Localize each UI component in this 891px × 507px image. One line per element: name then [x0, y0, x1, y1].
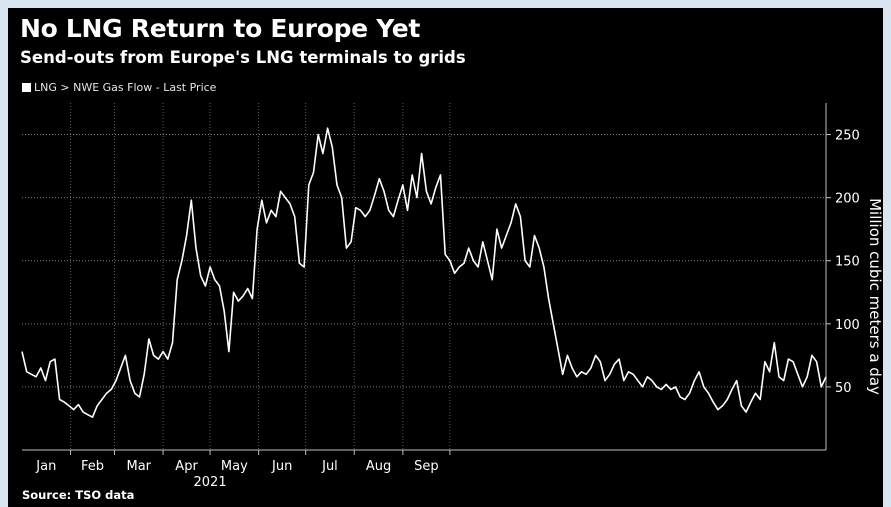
- x-tick-label: Sep: [414, 459, 439, 474]
- series-lines: [21, 127, 827, 419]
- y-tick-label: 150: [835, 255, 860, 270]
- legend[interactable]: LNG > NWE Gas Flow - Last Price: [22, 81, 216, 94]
- y-tick-label: 100: [835, 318, 860, 333]
- series-line-0[interactable]: [21, 127, 827, 419]
- source-note: Source: TSO data: [22, 488, 135, 502]
- y-tick-label: 50: [835, 381, 852, 396]
- x-tick-label: Apr: [175, 459, 198, 474]
- y-tick-label: 250: [835, 129, 860, 144]
- grid-lines: [22, 103, 826, 450]
- y-tick-label: 200: [835, 192, 860, 207]
- x-tick-label: Feb: [81, 459, 104, 474]
- legend-label: LNG > NWE Gas Flow - Last Price: [34, 81, 217, 94]
- x-tick-label: Jun: [271, 459, 292, 474]
- x-tick-label: Aug: [366, 459, 391, 474]
- axes: [22, 103, 831, 455]
- chart-panel: No LNG Return to Europe Yet Send-outs fr…: [8, 8, 883, 507]
- chart-subtitle: Send-outs from Europe's LNG terminals to…: [20, 48, 466, 67]
- legend-swatch: [22, 83, 31, 92]
- x-tick-label: May: [221, 459, 248, 474]
- axis-labels: 50 100 150 200 250 Jan Feb Mar Apr May Jun Jul Aug Se…: [35, 129, 883, 490]
- x-tick-label: Mar: [126, 459, 151, 474]
- x-tick-label: Jul: [321, 459, 338, 474]
- chart-title: No LNG Return to Europe Yet: [20, 14, 421, 43]
- x-axis-label: 2021: [194, 475, 227, 490]
- y-axis-label: Million cubic meters a day: [866, 198, 883, 395]
- x-tick-label: Jan: [35, 459, 56, 474]
- line-chart[interactable]: 50 100 150 200 250 Jan Feb Mar Apr May Jun Jul Aug Se…: [8, 8, 883, 507]
